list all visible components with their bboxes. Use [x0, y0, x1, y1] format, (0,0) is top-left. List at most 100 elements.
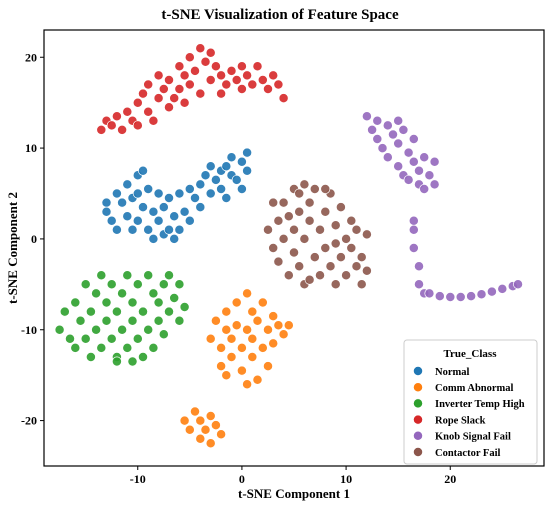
point-4-12	[403, 174, 414, 185]
y-tick-label: -10	[21, 323, 37, 337]
point-1-32	[195, 415, 206, 426]
point-4-39	[429, 156, 440, 167]
point-4-0	[361, 111, 372, 122]
point-0-22	[158, 202, 169, 213]
point-2-12	[96, 342, 107, 353]
point-2-6	[80, 279, 91, 290]
point-2-4	[70, 342, 81, 353]
point-3-43	[268, 70, 279, 81]
point-2-9	[91, 288, 102, 299]
point-1-3	[216, 361, 227, 372]
point-3-16	[164, 102, 174, 113]
point-1-29	[242, 379, 253, 390]
point-4-2	[372, 115, 383, 126]
point-4-8	[393, 161, 404, 172]
point-0-32	[190, 193, 200, 203]
y-tick-label: 10	[25, 141, 37, 155]
point-1-16	[247, 352, 258, 362]
point-5-29	[335, 252, 346, 263]
point-0-8	[127, 224, 138, 235]
point-5-11	[294, 206, 305, 217]
point-1-13	[242, 288, 253, 299]
point-4-25	[414, 261, 424, 272]
point-2-31	[148, 288, 159, 299]
point-1-14	[247, 306, 258, 317]
point-0-13	[138, 202, 148, 213]
point-5-22	[320, 206, 331, 217]
points-layer	[54, 43, 523, 449]
point-4-30	[445, 292, 456, 302]
point-3-13	[153, 93, 164, 104]
point-0-7	[122, 211, 133, 222]
point-2-33	[153, 297, 164, 308]
point-4-34	[486, 286, 497, 297]
legend-marker-0	[413, 366, 423, 376]
point-5-13	[299, 179, 310, 190]
point-1-7	[226, 352, 237, 362]
point-2-26	[132, 333, 143, 344]
point-4-6	[382, 152, 393, 163]
point-0-47	[236, 184, 247, 194]
point-0-1	[101, 206, 112, 217]
point-4-32	[466, 291, 477, 302]
y-tick-label: 0	[31, 232, 37, 246]
point-3-19	[174, 61, 185, 72]
point-0-25	[169, 233, 180, 244]
point-2-29	[143, 270, 154, 281]
point-2-8	[85, 306, 96, 317]
legend-label-3: Rope Slack	[435, 415, 486, 426]
point-0-37	[205, 161, 216, 172]
point-0-24	[164, 193, 174, 203]
point-1-34	[200, 424, 211, 435]
point-5-40	[304, 274, 315, 285]
point-5-21	[315, 270, 325, 281]
legend-marker-4	[413, 430, 423, 441]
legend-label-5: Contactor Fail	[435, 448, 501, 459]
legend: True_Class Normal Comm Abnormal Inverter T…	[403, 339, 538, 465]
point-3-17	[164, 75, 174, 85]
point-2-39	[169, 293, 180, 303]
point-1-35	[205, 411, 216, 421]
point-5-38	[361, 265, 372, 276]
point-5-39	[361, 229, 372, 240]
point-1-12	[242, 324, 253, 335]
point-0-5	[117, 197, 128, 208]
point-0-11	[132, 188, 143, 199]
point-2-37	[164, 306, 174, 317]
point-2-45	[127, 356, 138, 367]
point-4-37	[513, 279, 523, 290]
point-2-40	[174, 279, 185, 290]
legend-items: Normal Comm Abnormal Inverter Temp High Rop…	[413, 366, 525, 459]
point-2-34	[153, 315, 164, 326]
point-4-29	[434, 291, 445, 302]
point-2-2	[65, 333, 75, 344]
point-3-44	[273, 79, 284, 90]
point-0-38	[210, 174, 221, 185]
point-2-3	[70, 297, 81, 308]
point-4-18	[429, 179, 440, 190]
point-0-41	[221, 193, 232, 203]
point-1-6	[226, 333, 237, 344]
point-1-15	[247, 333, 258, 344]
point-0-14	[138, 165, 148, 176]
point-3-3	[111, 111, 122, 122]
point-3-30	[210, 61, 221, 72]
legend-label-4: Knob Signal Fail	[435, 432, 511, 443]
point-3-18	[169, 93, 180, 104]
x-tick-label: 10	[340, 472, 352, 486]
point-3-11	[143, 79, 154, 90]
point-4-1	[367, 124, 378, 135]
point-0-23	[164, 224, 174, 235]
point-2-28	[138, 306, 148, 317]
point-1-19	[257, 297, 268, 308]
point-0-30	[184, 184, 195, 194]
point-3-8	[132, 120, 143, 131]
legend-label-0: Normal	[435, 367, 469, 378]
point-3-22	[184, 79, 195, 90]
point-2-27	[138, 352, 148, 362]
point-3-7	[132, 97, 143, 108]
point-5-35	[351, 224, 362, 235]
point-3-20	[174, 84, 185, 94]
point-2-20	[117, 324, 128, 335]
